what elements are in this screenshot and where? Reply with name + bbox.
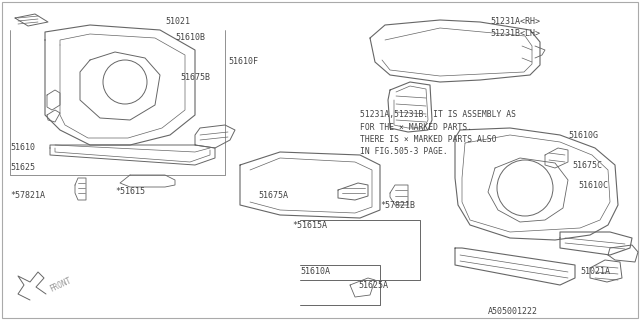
Text: 51625A: 51625A [358,281,388,290]
Text: *57821A: *57821A [10,191,45,201]
Text: 51610G: 51610G [568,131,598,140]
Text: FRONT: FRONT [48,276,73,294]
Text: 51610: 51610 [10,143,35,153]
Text: 51610C: 51610C [578,181,608,190]
Text: 51610B: 51610B [175,34,205,43]
Text: 51231B<LH>: 51231B<LH> [490,29,540,38]
Text: 51610F: 51610F [228,58,258,67]
Text: 51610A: 51610A [300,268,330,276]
Text: 51675B: 51675B [180,74,210,83]
Text: 51675C: 51675C [572,161,602,170]
Text: *51615A: *51615A [292,221,327,230]
Text: 51021: 51021 [165,18,190,27]
Text: 51231A,51231B. IT IS ASSEMBLY AS
FOR THE × MARKED PARTS.
THERE IS × MARKED PARTS: 51231A,51231B. IT IS ASSEMBLY AS FOR THE… [360,110,516,156]
Text: 51021A: 51021A [580,268,610,276]
Text: 51625: 51625 [10,164,35,172]
Text: 51675A: 51675A [258,191,288,201]
Text: 51231A<RH>: 51231A<RH> [490,18,540,27]
Text: A505001222: A505001222 [488,308,538,316]
Text: *57821B: *57821B [380,201,415,210]
Text: *51615: *51615 [115,188,145,196]
